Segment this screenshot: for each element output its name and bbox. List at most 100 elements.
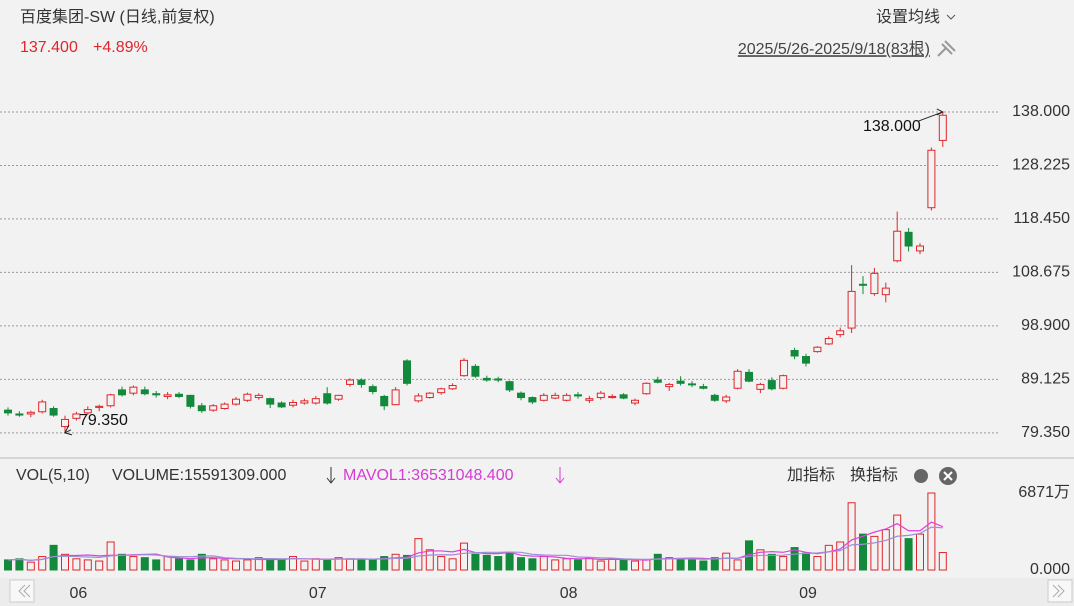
price-change: +4.89% [93, 39, 148, 56]
y-tick-label: 0.000 [1030, 561, 1070, 578]
volume-bar [152, 559, 161, 571]
scroll-right-icon[interactable] [1052, 584, 1065, 598]
x-tick-label: 08 [560, 585, 578, 602]
candle-body [175, 393, 183, 397]
candle-body [323, 393, 332, 404]
candle-body [266, 398, 275, 405]
volume-bar [163, 556, 172, 571]
y-tick-label: 98.900 [1021, 317, 1070, 334]
volume-bar [938, 552, 947, 571]
candle-body [665, 383, 674, 388]
volume-bar [562, 558, 571, 571]
scrollbar[interactable] [0, 578, 1074, 606]
candle-body [596, 392, 605, 399]
volume-bar [300, 560, 309, 571]
switch-indicator[interactable]: 换指标 [850, 466, 898, 484]
volume-bar [220, 559, 229, 571]
volume-bar [15, 558, 24, 571]
candle-body [539, 394, 548, 401]
candle-body [813, 346, 822, 353]
candle-body [425, 392, 434, 399]
y-tick-label: 89.125 [1021, 371, 1070, 388]
candle-body [346, 379, 354, 385]
candle-body [528, 397, 537, 403]
volume-bar [881, 529, 890, 571]
volume-bar [847, 502, 856, 571]
close-cross[interactable] [943, 471, 953, 481]
pin-icon[interactable] [937, 40, 956, 57]
volume-bar [368, 559, 377, 571]
volume-bar [539, 556, 548, 571]
candle-body [471, 365, 480, 377]
volume-bar [277, 559, 286, 571]
volume-bar [779, 556, 788, 571]
candle-body [870, 272, 879, 295]
candle-body [72, 413, 81, 419]
candle-body [619, 394, 628, 399]
candle-body [551, 394, 560, 399]
volume-bar [437, 556, 446, 571]
dropdown-icon[interactable] [946, 14, 956, 20]
scroll-left-icon[interactable] [18, 584, 31, 598]
ma-settings[interactable]: 设置均线 [876, 8, 940, 26]
settings-icon[interactable] [914, 469, 928, 483]
candle-body [403, 360, 411, 384]
candle-body [414, 395, 423, 402]
x-tick-label: 06 [70, 585, 88, 602]
volume-bar [870, 535, 879, 571]
volume-bar [323, 559, 332, 571]
scroll-left[interactable] [9, 579, 35, 603]
volume-bar [574, 559, 582, 571]
add-indicator[interactable]: 加指标 [787, 466, 835, 484]
candle-body [254, 394, 263, 399]
last-price: 137.400 [20, 39, 78, 56]
volume-bar [197, 553, 206, 571]
volume-bar [505, 551, 514, 571]
candle-body [517, 392, 525, 399]
down-arrow [555, 467, 565, 484]
annotation-arrow [64, 424, 70, 434]
volume-ma-line [7, 526, 943, 561]
candle-body [448, 385, 457, 390]
down-arrow [326, 467, 336, 484]
volume-bar [140, 557, 149, 571]
volume-bar [676, 558, 685, 571]
annotation-label: 138.000 [863, 118, 921, 135]
volume-bar [175, 558, 183, 571]
volume-bar [460, 542, 468, 571]
volume-bar [767, 553, 776, 571]
volume-bar [254, 557, 263, 571]
candle-body [893, 230, 902, 262]
candle-body [38, 401, 47, 413]
y-tick-label: 128.225 [1012, 157, 1070, 174]
candle-body [15, 413, 24, 416]
volume-bar [608, 558, 617, 571]
candle-body [574, 394, 582, 397]
volume-bar [425, 549, 434, 571]
stock-title: 百度集团-SW (日线,前复权) [20, 8, 215, 26]
date-range[interactable]: 2025/5/26-2025/9/18(83根) [738, 40, 930, 58]
candle-body [289, 401, 297, 406]
candle-body [209, 405, 218, 411]
volume-bar [334, 557, 343, 571]
volume-bar [596, 560, 605, 571]
volume-bar [699, 560, 708, 571]
candle-body [938, 114, 947, 141]
candle-body [334, 394, 343, 400]
scroll-right[interactable] [1047, 579, 1073, 603]
candle-body [380, 395, 389, 407]
candle-body [300, 400, 309, 404]
candle-body [722, 396, 731, 402]
y-tick-label: 118.450 [1013, 210, 1070, 227]
volume-bar [722, 552, 731, 571]
volume-bar [665, 557, 674, 571]
candle-body [232, 398, 240, 405]
candle-body [790, 350, 799, 357]
candle-body [562, 394, 571, 401]
volume-bar [733, 559, 742, 571]
volume-bar [72, 558, 81, 571]
volume-bar [790, 547, 799, 571]
volume-bar [927, 492, 936, 571]
